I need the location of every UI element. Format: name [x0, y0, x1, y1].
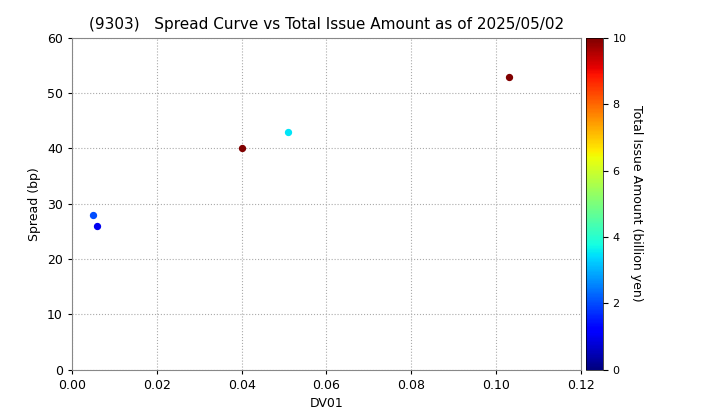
Point	[236, 145, 248, 152]
Point	[282, 129, 294, 135]
Y-axis label: Spread (bp): Spread (bp)	[28, 167, 42, 241]
Y-axis label: Total Issue Amount (billion yen): Total Issue Amount (billion yen)	[630, 105, 643, 302]
Point	[503, 73, 515, 80]
Title: (9303)   Spread Curve vs Total Issue Amount as of 2025/05/02: (9303) Spread Curve vs Total Issue Amoun…	[89, 18, 564, 32]
Point	[91, 223, 103, 229]
Point	[87, 211, 99, 218]
X-axis label: DV01: DV01	[310, 397, 343, 410]
